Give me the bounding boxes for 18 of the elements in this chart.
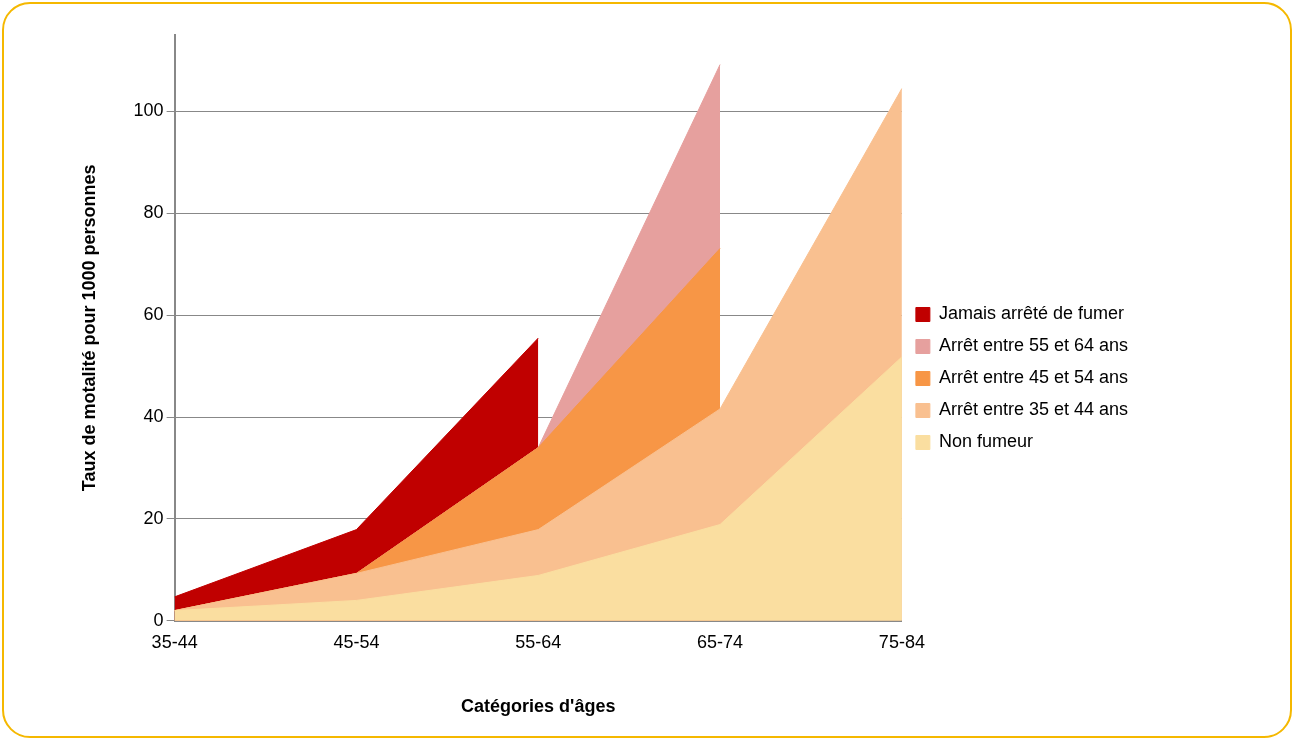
x-axis-title: Catégories d'âges	[461, 696, 616, 717]
y-tick-label: 0	[153, 609, 164, 630]
y-tick-label: 100	[133, 100, 164, 121]
x-tick-label: 35-44	[151, 631, 198, 652]
y-tick-label: 60	[143, 304, 164, 325]
y-tick-label: 80	[143, 202, 164, 223]
legend-label: Arrêt entre 45 et 54 ans	[938, 367, 1129, 388]
x-tick-label: 65-74	[697, 631, 744, 652]
x-tick-label: 55-64	[515, 631, 562, 652]
legend-label: Jamais arrêté de fumer	[938, 303, 1124, 324]
legend-label: Arrêt entre 35 et 44 ans	[938, 399, 1129, 420]
legend-label: Non fumeur	[938, 431, 1033, 452]
x-tick-label: 75-84	[878, 631, 925, 652]
legend-label: Arrêt entre 55 et 64 ans	[938, 335, 1129, 356]
x-tick-label: 45-54	[333, 631, 380, 652]
y-axis-title: Taux de motalité pour 1000 personnes	[78, 164, 99, 492]
y-tick-label: 20	[143, 507, 164, 528]
y-tick-label: 40	[143, 406, 164, 427]
